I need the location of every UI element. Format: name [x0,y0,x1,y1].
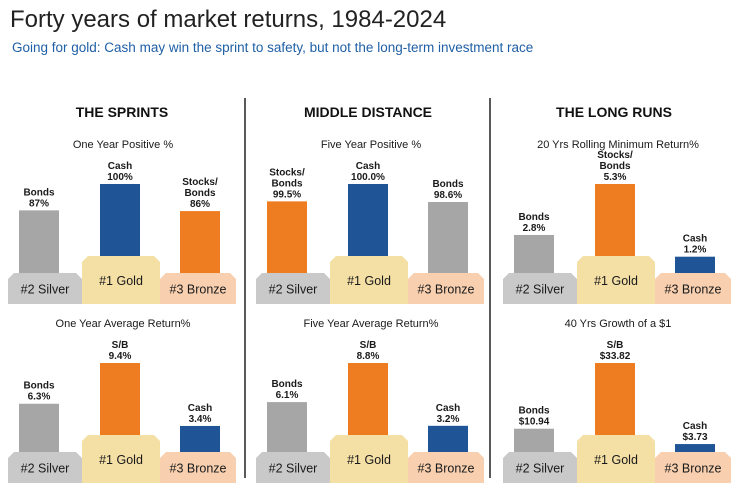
podium-label-silver: #2 Silver [21,462,70,476]
podium-block-bronze [655,452,731,483]
bar-label-bronze: Cash 3.2% [436,403,460,425]
chart-title: 40 Yrs Growth of a $1 [565,318,672,330]
podium-chart-40yr-growth-of-dollar: 40 Yrs Growth of a $1 #2 Silver Bonds $10.9… [503,318,731,483]
podium-block-gold [577,435,655,483]
chart-title: 20 Yrs Rolling Minimum Return% [537,139,699,151]
chart-title: Five Year Positive % [321,139,421,151]
bar-label-bronze: Cash $3.73 [682,421,707,443]
bar-label-silver: Bonds $10.94 [518,406,550,428]
podium-block-silver [256,452,330,483]
podium-chart-20yr-rolling-minimum: 20 Yrs Rolling Minimum Return% #2 Silver B… [503,139,731,304]
podium-block-gold [330,256,408,304]
page-subtitle: Going for gold: Cash may win the sprint … [12,40,534,55]
podium-chart-five-year-average-return: Five Year Average Return% #2 Silver Bonds 6… [256,318,484,483]
bar-label-bronze: Cash 3.4% [188,403,212,425]
podium-block-silver [503,273,577,304]
bar-gold [348,363,388,435]
podium-label-silver: #2 Silver [21,283,70,297]
podium-label-gold: #1 Gold [347,274,391,288]
podium-label-silver: #2 Silver [516,462,565,476]
bar-label-gold: Cash 100.0% [351,161,385,183]
bar-label-silver: Stocks/Bonds 99.5% [269,167,305,200]
podium-label-bronze: #3 Bronze [665,283,722,297]
podium-label-silver: #2 Silver [516,283,565,297]
chart-title: One Year Average Return% [56,318,191,330]
podium-block-silver [8,273,82,304]
podium-block-bronze [160,273,236,304]
podium-label-gold: #1 Gold [347,453,391,467]
podium-chart-five-year-positive: Five Year Positive % #2 Silver Stocks/Bond… [256,139,484,304]
bar-label-gold: S/B $33.82 [600,340,631,362]
podium-block-silver [256,273,330,304]
bar-label-bronze: Cash 1.2% [683,234,707,256]
podium-label-bronze: #3 Bronze [418,283,475,297]
podium-label-bronze: #3 Bronze [418,462,475,476]
podium-chart-one-year-positive: One Year Positive % #2 Silver Bonds 87% #1 G… [8,139,236,304]
bar-label-gold: S/B 8.8% [357,340,380,362]
chart-title: One Year Positive % [73,139,174,151]
podium-chart-one-year-average-return: One Year Average Return% #2 Silver Bonds 6.… [8,318,236,483]
podium-label-bronze: #3 Bronze [665,462,722,476]
podium-block-bronze [408,273,484,304]
bar-silver [19,210,59,273]
bar-label-bronze: Stocks/Bonds 86% [182,177,218,210]
podium-label-bronze: #3 Bronze [170,283,227,297]
bar-bronze [428,202,468,273]
column-heading-sprints: THE SPRINTS [75,104,169,120]
podium-block-gold [577,256,655,304]
bar-bronze [180,211,220,273]
column-divider [489,98,491,478]
bar-label-silver: Bonds 87% [23,187,55,209]
bar-bronze [675,256,715,273]
bar-silver [514,234,554,273]
bar-label-gold: S/B 9.4% [109,340,132,362]
bar-gold [100,363,140,435]
bar-gold [595,184,635,256]
bar-gold [100,184,140,256]
bar-bronze [428,425,468,452]
podium-label-silver: #2 Silver [269,283,318,297]
bar-label-gold: Cash 100% [107,161,133,183]
bar-bronze [675,444,715,452]
bar-silver [267,201,307,273]
podium-block-gold [82,435,160,483]
podium-block-gold [330,435,408,483]
podium-block-silver [503,452,577,483]
bar-gold [595,363,635,435]
podium-label-gold: #1 Gold [99,274,143,288]
column-divider [244,98,246,478]
bar-silver [514,428,554,452]
bar-label-silver: Bonds 6.1% [271,379,303,401]
bar-label-gold: Stocks/Bonds 5.3% [597,150,633,183]
bar-label-silver: Bonds 2.8% [518,212,550,234]
podium-label-gold: #1 Gold [594,274,638,288]
podium-label-gold: #1 Gold [99,453,143,467]
column-heading-long-runs: THE LONG RUNS [556,104,672,120]
bar-bronze [180,425,220,452]
bar-silver [267,402,307,452]
podium-label-gold: #1 Gold [594,453,638,467]
podium-block-gold [82,256,160,304]
column-heading-middle-distance: MIDDLE DISTANCE [303,104,433,120]
bar-gold [348,184,388,256]
podium-label-silver: #2 Silver [269,462,318,476]
page-title: Forty years of market returns, 1984-2024 [10,6,447,33]
chart-title: Five Year Average Return% [304,318,439,330]
podium-block-bronze [160,452,236,483]
bar-label-bronze: Bonds 98.6% [432,179,464,201]
bar-label-silver: Bonds 6.3% [23,381,55,403]
bar-silver [19,403,59,452]
podium-label-bronze: #3 Bronze [170,462,227,476]
podium-block-bronze [408,452,484,483]
podium-block-silver [8,452,82,483]
podium-block-bronze [655,273,731,304]
